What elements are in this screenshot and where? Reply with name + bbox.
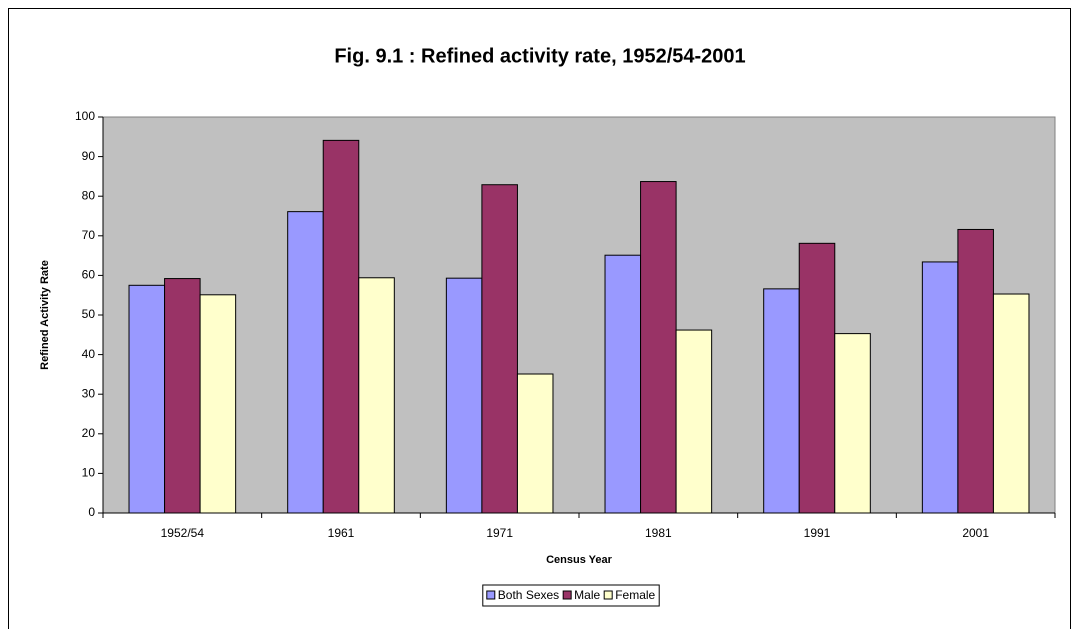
legend-label: Both Sexes	[498, 588, 559, 602]
bar	[516, 373, 554, 514]
x-tick-label: 1961	[328, 526, 355, 540]
y-tick-label: 40	[82, 347, 96, 361]
bar	[445, 277, 483, 514]
x-tick-label: 1971	[486, 526, 513, 540]
y-tick-label: 60	[82, 268, 96, 282]
bar	[763, 288, 800, 514]
bar	[199, 294, 237, 514]
bar	[164, 278, 201, 514]
y-tick-label: 10	[82, 466, 96, 480]
bar	[128, 284, 166, 514]
y-tick-label: 20	[82, 426, 96, 440]
legend-swatch	[486, 590, 496, 600]
legend: Both Sexes Male Female	[482, 584, 660, 607]
x-tick-label: 1952/54	[161, 526, 205, 540]
chart-border	[8, 8, 1071, 629]
bar	[481, 184, 518, 514]
y-tick-label: 0	[88, 505, 95, 519]
bar	[604, 254, 642, 514]
y-tick-label: 50	[82, 307, 96, 321]
chart-title: Fig. 9.1 : Refined activity rate, 1952/5…	[334, 45, 745, 67]
bar	[675, 329, 713, 514]
y-axis-label: Refined Activity Rate	[39, 260, 51, 370]
y-tick-label: 30	[82, 386, 96, 400]
bar	[957, 228, 994, 514]
bar	[640, 181, 677, 514]
bar	[992, 293, 1030, 514]
x-tick-label: 1981	[645, 526, 672, 540]
x-axis-label: Census Year	[546, 554, 613, 566]
legend-label: Male	[574, 588, 600, 602]
x-tick-label: 1991	[804, 526, 831, 540]
legend-swatch	[603, 590, 613, 600]
bar	[921, 261, 959, 514]
bar	[798, 242, 836, 514]
legend-label: Female	[615, 588, 655, 602]
bar	[287, 211, 324, 514]
y-tick-label: 80	[82, 188, 96, 202]
plot-area	[102, 116, 1056, 514]
y-tick-label: 90	[82, 149, 96, 163]
bar	[834, 333, 871, 514]
x-tick-label: 2001	[962, 526, 989, 540]
y-tick-label: 70	[82, 228, 96, 242]
legend-swatch	[562, 590, 572, 600]
bar	[358, 277, 395, 514]
bar	[322, 139, 360, 514]
y-tick-label: 100	[75, 109, 95, 123]
